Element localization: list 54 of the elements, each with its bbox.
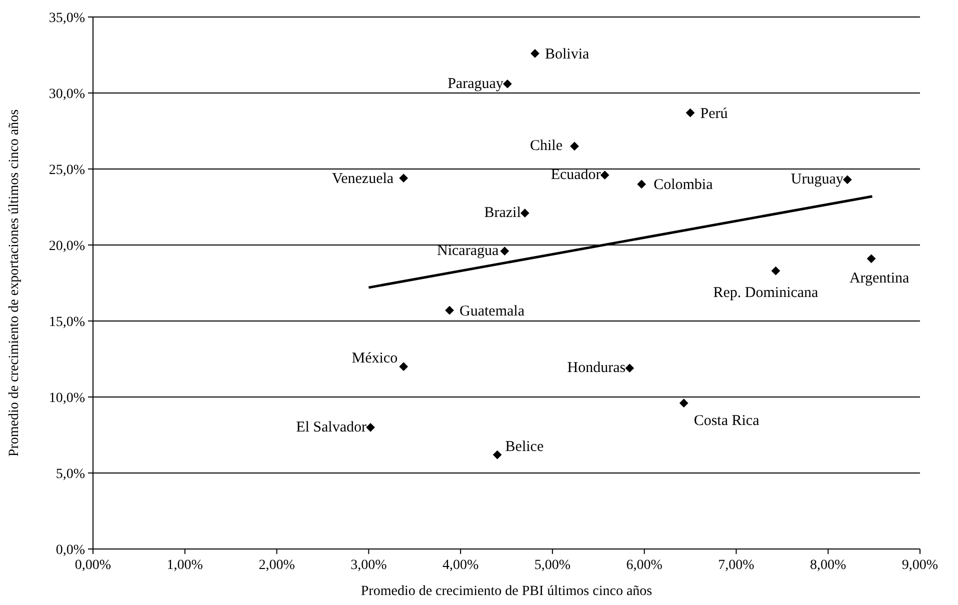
annotation: Nicaragua [437,243,499,260]
x-tick-label: 8,00% [810,558,847,573]
annotation: Perú [700,106,728,122]
y-tick-label: 25,0% [48,162,86,178]
x-tick-label: 5,00% [534,558,571,573]
point [492,450,502,460]
point [686,108,695,118]
y-tick-label: 5,0% [56,466,86,482]
annotation: Costa Rica [694,413,760,430]
x-axis-title: Promedio de crecimiento de PBI últimos cinco años [360,584,652,599]
x-tick-label: 1,00% [166,558,204,573]
point [520,208,530,218]
annotation: Argentina [849,270,910,287]
x-tick-label: 9,00% [902,558,938,573]
y-axis-title: Promedio de crecimiento de exportaciones últimos cinco años [7,109,22,457]
annotation: El Salvador [296,419,367,436]
annotation: Brazil [484,205,521,222]
point [625,364,634,373]
point [500,246,510,256]
annotation: México [352,350,398,367]
y-tick-label: 30,0% [48,86,86,102]
y-tick-label: 0,0% [56,542,86,558]
x-tick-label: 7,00% [718,558,755,573]
annotation: Colombia [654,177,714,194]
annotation: Rep. Dominicana [713,284,819,301]
annotation: Guatemala [460,303,525,320]
annotation: Bolivia [544,46,590,62]
x-tick-label: 4,00% [442,558,479,573]
y-tick-label: 10,0% [48,390,86,406]
annotation: Paraguay [448,76,504,92]
point [637,180,646,189]
annotation: Chile [530,138,563,154]
annotation: Uruguay [790,172,844,188]
point [399,362,408,372]
point [570,142,579,151]
annotation: Venezuela [332,171,394,188]
annotation: Ecuador [550,167,601,184]
point [445,306,454,315]
point [866,254,876,264]
x-tick-label: 0,00% [74,558,112,573]
x-tick-label: 2,00% [258,558,296,573]
point [771,266,780,276]
point [366,422,375,432]
point [530,49,540,58]
point [679,398,688,408]
y-tick-label: 35,0% [48,10,86,26]
y-tick-label: 20,0% [48,238,86,254]
y-tick-label: 15,0% [48,314,86,330]
annotation: Honduras [567,360,626,376]
x-tick-label: 6,00% [626,558,663,573]
x-tick-label: 3,00% [350,558,388,573]
point [399,174,408,183]
annotation: Belice [505,438,544,455]
point [600,170,610,180]
